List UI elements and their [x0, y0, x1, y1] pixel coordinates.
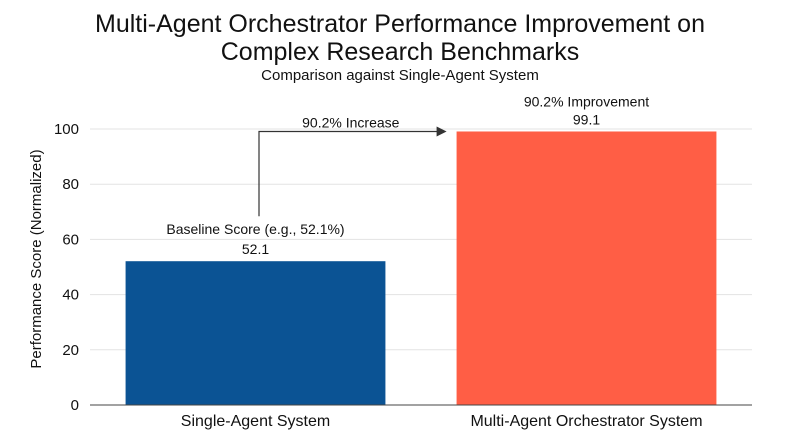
y-tick-label: 60 [62, 231, 79, 248]
y-axis-label: Performance Score (Normalized) [28, 149, 45, 368]
bar [125, 261, 386, 405]
chart-subtitle: Comparison against Single-Agent System [261, 67, 539, 84]
value-label: 99.1 [573, 111, 600, 127]
y-tick-labels: 0 20 40 60 80 100 [54, 121, 79, 414]
y-tick-label: 80 [62, 176, 79, 193]
x-tick-labels: Single-Agent System Multi-Agent Orchestra… [181, 413, 703, 430]
baseline-annotation: Baseline Score (e.g., 52.1%) [166, 221, 344, 237]
y-tick-label: 0 [71, 397, 79, 414]
chart-title-line-1: Multi-Agent Orchestrator Performance Imp… [95, 10, 705, 38]
annotations: Baseline Score (e.g., 52.1%) 90.2% Improv… [166, 93, 649, 237]
y-tick-label: 100 [54, 121, 79, 138]
bar [456, 131, 717, 405]
improvement-annotation: 90.2% Improvement [524, 93, 649, 109]
value-label: 52.1 [242, 241, 269, 257]
increase-annotation: 90.2% Increase [302, 114, 399, 130]
increase-arrow-line [258, 130, 439, 217]
y-tick-label: 20 [62, 342, 79, 359]
x-tick-label: Multi-Agent Orchestrator System [470, 413, 702, 430]
increase-arrow-head [436, 126, 447, 137]
bars [125, 131, 717, 405]
data-labels: 52.1 99.1 [242, 111, 600, 257]
chart-title-line-2: Complex Research Benchmarks [220, 38, 580, 66]
y-tick-label: 40 [62, 287, 79, 304]
x-tick-label: Single-Agent System [181, 413, 330, 430]
